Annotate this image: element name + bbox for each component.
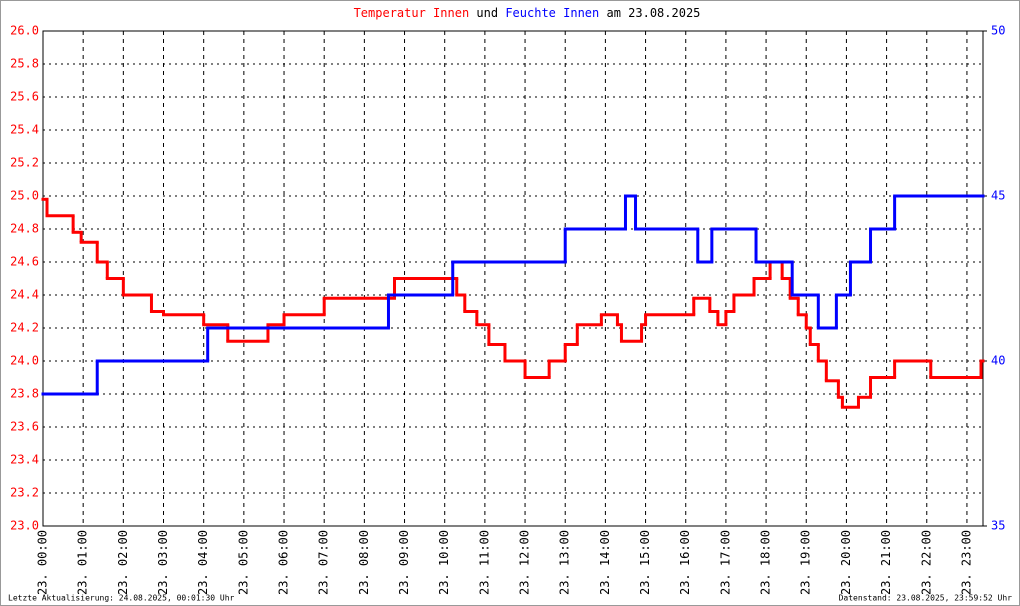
y2-tick-label: 35 [991,519,1005,533]
y-tick-label: 24.4 [10,288,39,302]
x-tick-label: 23. 20:00 [839,530,853,595]
x-tick-label: 23. 11:00 [477,530,491,595]
x-tick-label: 23. 00:00 [36,530,50,595]
x-tick-label: 23. 01:00 [76,530,90,595]
x-tick-label: 23. 10:00 [437,530,451,595]
y-tick-label: 23.8 [10,387,39,401]
chart-title: Temperatur Innen und Feuchte Innen am 23… [354,6,701,20]
x-tick-label: 23. 23:00 [959,530,973,595]
y-tick-label: 23.0 [10,519,39,533]
title-connector: und [476,6,498,20]
x-tick-label: 23. 03:00 [156,530,170,595]
x-tick-label: 23. 22:00 [919,530,933,595]
title-hum: Feuchte Innen [505,6,599,20]
x-tick-label: 23. 02:00 [116,530,130,595]
x-tick-label: 23. 18:00 [759,530,773,595]
y2-tick-label: 40 [991,354,1005,368]
y-tick-label: 23.4 [10,453,39,467]
y-tick-label: 24.8 [10,222,39,236]
title-temp: Temperatur Innen [354,6,470,20]
y-tick-label: 25.6 [10,90,39,104]
x-tick-label: 23. 16:00 [678,530,692,595]
x-tick-label: 23. 12:00 [518,530,532,595]
x-tick-label: 23. 13:00 [558,530,572,595]
x-tick-label: 23. 17:00 [718,530,732,595]
y-tick-label: 24.6 [10,255,39,269]
x-tick-label: 23. 04:00 [196,530,210,595]
y-tick-label: 25.0 [10,189,39,203]
y-tick-label: 26.0 [10,24,39,38]
x-tick-label: 23. 14:00 [598,530,612,595]
y-tick-label: 23.6 [10,420,39,434]
x-tick-label: 23. 08:00 [357,530,371,595]
y-tick-label: 23.2 [10,486,39,500]
plot-border [42,30,984,527]
y2-tick-label: 50 [991,24,1005,38]
x-tick-label: 23. 06:00 [277,530,291,595]
y-tick-label: 25.8 [10,57,39,71]
x-tick-label: 23. 15:00 [638,530,652,595]
x-tick-label: 23. 21:00 [879,530,893,595]
y-tick-label: 25.4 [10,123,39,137]
y-tick-label: 25.2 [10,156,39,170]
title-date: am 23.08.2025 [606,6,700,20]
y-tick-label: 24.2 [10,321,39,335]
x-tick-label: 23. 09:00 [397,530,411,595]
y2-tick-label: 45 [991,189,1005,203]
y-tick-label: 24.0 [10,354,39,368]
footer-right: Datenstand: 23.08.2025, 23:59:52 Uhr [839,594,1013,603]
x-tick-label: 23. 19:00 [799,530,813,595]
x-tick-label: 23. 05:00 [236,530,250,595]
footer-left: Letzte Aktualisierung: 24.08.2025, 00:01… [8,594,235,603]
x-tick-label: 23. 07:00 [317,530,331,595]
